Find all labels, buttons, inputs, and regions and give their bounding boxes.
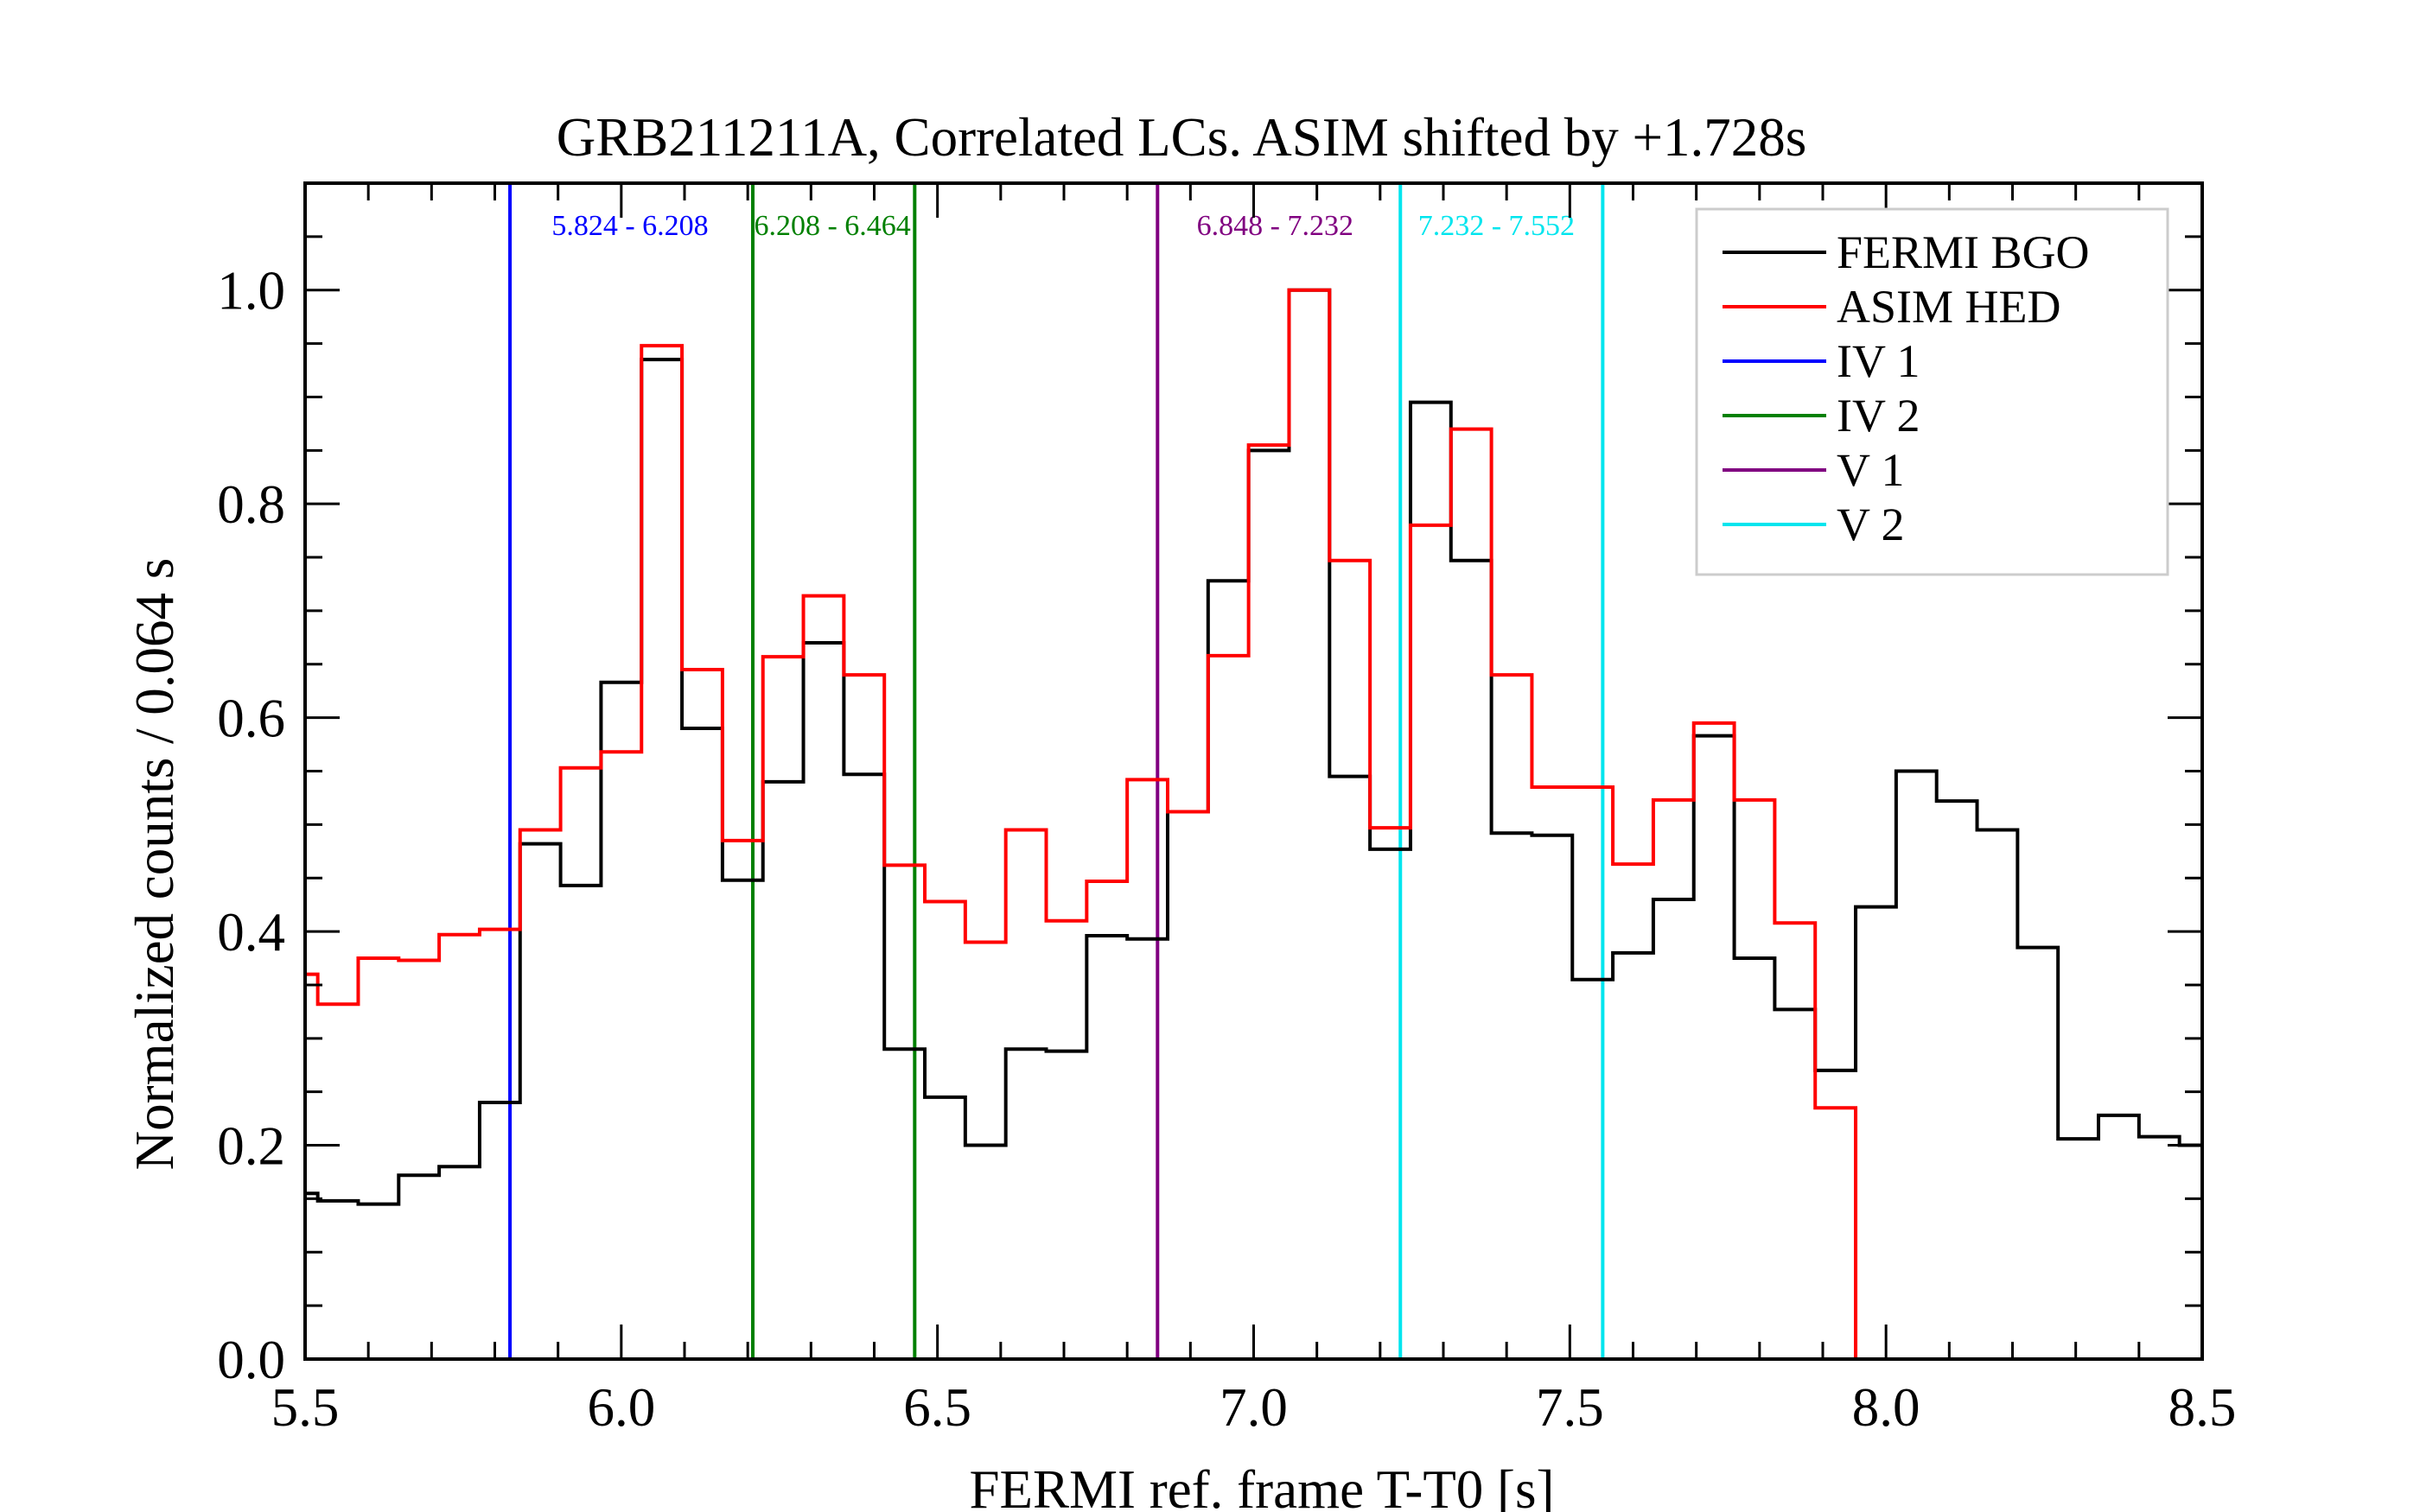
legend-box: [1695, 207, 2169, 576]
x-tick-label: 6.5: [903, 1377, 971, 1438]
interval-label-4: 7.232 - 7.552: [1418, 210, 1575, 242]
y-tick-label: 0.2: [217, 1116, 285, 1177]
y-tick-label: 0.6: [217, 689, 285, 749]
y-tick-label: 0.4: [217, 902, 285, 962]
legend-label: IV 2: [1837, 390, 1920, 442]
x-tick-label: 7.0: [1220, 1377, 1288, 1438]
x-axis-label: FERMI ref. frame T-T0 [s]: [969, 1459, 1554, 1512]
legend-label: IV 1: [1837, 335, 1920, 387]
interval-label-1: 5.824 - 6.208: [551, 210, 708, 242]
x-tick-label: 6.0: [587, 1377, 655, 1438]
legend-label: V 2: [1837, 499, 1905, 550]
legend-label: ASIM HED: [1837, 281, 2061, 333]
y-tick-label: 0.8: [217, 474, 285, 535]
x-tick-label: 8.0: [1852, 1377, 1920, 1438]
interval-label-3: 6.848 - 7.232: [1197, 210, 1353, 242]
interval-label-2: 6.208 - 6.464: [754, 210, 910, 242]
y-tick-label: 1.0: [217, 261, 285, 321]
y-axis-label: Normalized counts / 0.064 s: [124, 558, 185, 1171]
legend-label: FERMI BGO: [1837, 226, 2090, 278]
x-tick-label: 7.5: [1536, 1377, 1604, 1438]
legend-label: V 1: [1837, 444, 1905, 496]
chart-title: GRB211211A, Correlated LCs. ASIM shifted…: [557, 107, 1807, 168]
x-tick-label: 5.5: [271, 1377, 340, 1438]
series-asim-hed: [305, 288, 1858, 1359]
y-tick-label: 0.0: [217, 1330, 285, 1390]
x-tick-label: 8.5: [2168, 1377, 2237, 1438]
plot-area: 5.824 - 6.208 6.208 - 6.464 6.848 - 7.232 7…: [217, 181, 2237, 1438]
